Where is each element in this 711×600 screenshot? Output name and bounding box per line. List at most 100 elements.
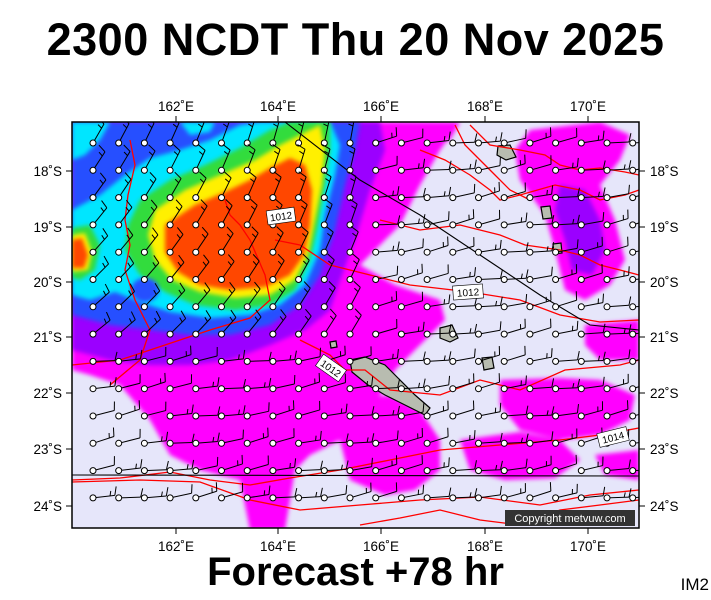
wind-barb [449, 267, 477, 283]
wind-barb [629, 248, 639, 256]
wind-barb [115, 283, 135, 311]
wind-barb [89, 122, 105, 147]
wind-barb [115, 459, 143, 475]
wind-barb [629, 303, 639, 311]
wind-barb [320, 308, 337, 338]
wind-barb [449, 323, 478, 338]
wind-barb [243, 144, 256, 174]
wind-barb [577, 486, 606, 502]
wind-barb [629, 412, 639, 420]
wind-barb [192, 171, 207, 202]
wind-barb [89, 486, 117, 502]
lat-label-right: 23˚S [650, 442, 679, 457]
wind-barb [166, 144, 181, 174]
wind-barb [372, 378, 401, 393]
wind-barb [603, 160, 632, 174]
wind-barb [629, 385, 639, 393]
wind-barb [269, 226, 284, 256]
wind-barb [140, 346, 167, 365]
wind-barb [218, 405, 246, 420]
wind-barb [629, 194, 639, 202]
wind-barb [526, 378, 555, 393]
wind-barb [269, 253, 285, 283]
wind-barb [140, 172, 157, 202]
wind-barb [603, 488, 632, 502]
wind-barb [397, 351, 426, 365]
wind-barb [140, 310, 161, 338]
wind-barb [552, 214, 580, 229]
wind-barb [423, 400, 449, 420]
wind-barb [449, 400, 475, 420]
lat-label-left: 19˚S [33, 220, 62, 235]
wind-barb [475, 269, 503, 283]
wind-barb [577, 293, 605, 311]
wind-barb [320, 460, 349, 475]
forecast-label: Forecast +78 hr [207, 550, 504, 594]
axis-ticks [66, 116, 645, 534]
lat-label-right: 19˚S [650, 220, 679, 235]
wind-barb [423, 487, 452, 502]
wind-barb [372, 455, 398, 475]
wind-barb [603, 373, 629, 393]
wind-barb [218, 226, 234, 256]
wind-barb [140, 227, 159, 256]
wind-barb [577, 160, 606, 174]
wind-barb [192, 310, 212, 338]
lon-label-bottom: 170˚E [570, 539, 606, 554]
lon-label-top: 166˚E [363, 99, 399, 114]
wind-barb [526, 348, 553, 365]
precipitation-field [72, 122, 639, 528]
wind-barb [552, 127, 578, 147]
wind-barb [218, 429, 244, 447]
wind-barb [218, 349, 246, 365]
wind-barb [526, 155, 552, 174]
wind-barb [320, 281, 336, 311]
wind-barb [500, 345, 526, 365]
wind-barb [397, 214, 426, 229]
wind-barb [166, 374, 193, 393]
wind-barb [423, 351, 452, 365]
wind-barb [449, 348, 476, 365]
copyright-badge: Copyright metvuw.com [505, 510, 635, 526]
wind-barb [603, 400, 629, 420]
wind-barb [140, 283, 161, 311]
wind-barb [629, 139, 639, 147]
wind-barb [192, 226, 209, 256]
lat-label-right: 24˚S [650, 499, 679, 514]
map-frame [71, 121, 640, 529]
wind-barb [320, 433, 349, 447]
wind-barb [218, 171, 232, 202]
wind-barb [449, 183, 476, 202]
wind-barb [218, 199, 233, 229]
wind-barb [346, 376, 374, 393]
wind-barb [629, 276, 639, 283]
wind-barb [629, 467, 639, 475]
wind-barb [423, 294, 451, 311]
wind-barb [346, 457, 373, 475]
wind-barb [140, 199, 158, 229]
wind-barb [475, 402, 502, 420]
wind-barb [320, 485, 348, 502]
wind-barb [423, 427, 449, 447]
wind-barb [295, 171, 307, 202]
wind-barb [140, 401, 167, 420]
wind-barb [577, 236, 603, 256]
wind-barb [166, 310, 187, 338]
wind-barb [89, 401, 115, 420]
wind-barb [115, 199, 133, 229]
wind-barb [320, 403, 348, 420]
wind-barb [526, 482, 552, 502]
wind-barb [243, 351, 272, 365]
lon-label-bottom: 164˚E [260, 539, 296, 554]
wind-barb [89, 351, 118, 365]
wind-barb [115, 428, 141, 447]
wind-barb [449, 373, 475, 393]
wind-barb [526, 431, 554, 447]
wind-barb [115, 172, 132, 202]
lon-label-top: 162˚E [158, 99, 194, 114]
wind-barb [577, 351, 606, 365]
wind-barb [89, 377, 117, 393]
wind-barb [115, 311, 136, 338]
wind-barb [500, 182, 526, 202]
wind-barb [449, 209, 475, 229]
